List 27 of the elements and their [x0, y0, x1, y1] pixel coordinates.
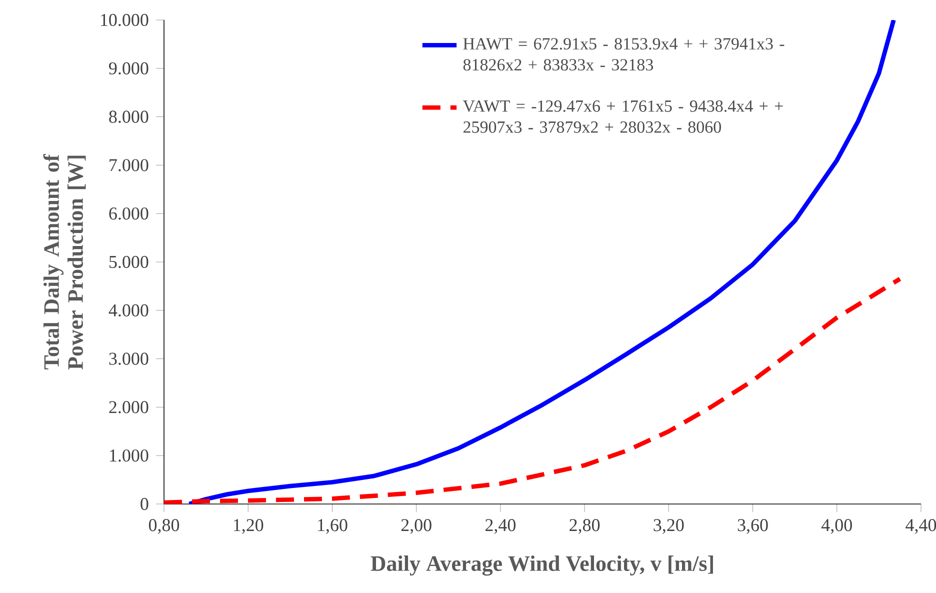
y-tick-label: 6.000 [109, 207, 148, 220]
y-tick-label: 9.000 [109, 62, 148, 74]
legend-label: HAWT = 672.91x5 - 8153.9x4 + + 37941x3 - 81826x2 + 83833x - 32183 [463, 38, 784, 71]
x-tick-label: 0,80 [148, 519, 180, 534]
x-tick-label: 2,40 [485, 519, 516, 534]
y-tick-label: 3.000 [109, 352, 148, 365]
y-tick-label: 1.000 [110, 449, 148, 462]
y-tick-label: 10.000 [101, 14, 148, 26]
x-tick-label: 1,20 [234, 519, 264, 534]
y-tick-label: 5.000 [109, 256, 148, 268]
x-tick-label: 4,40 [906, 519, 936, 534]
line-series [164, 276, 902, 504]
x-axis-title: Daily Average Wind Velocity, v [m/s] [370, 556, 713, 576]
y-axis-title: Total Daily Amount of Power Production [W] [43, 154, 86, 370]
line-series [187, 20, 896, 504]
x-tick-label: 2,00 [401, 519, 432, 534]
x-tick-label: 3,20 [654, 519, 684, 534]
y-tick-label: 7.000 [110, 159, 148, 172]
x-tick-label: 3,60 [738, 519, 768, 534]
y-tick-label: 4.000 [108, 304, 148, 316]
x-tick-label: 2,80 [570, 519, 600, 534]
y-tick-label: 8.000 [109, 110, 148, 123]
x-tick-label: 1,60 [318, 519, 348, 534]
legend-label: VAWT = -129.47x6 + 1761x5 - 9438.4x4 + + 25907x3 - 37879x2 + 28032x - 8060 [462, 100, 783, 133]
y-tick-label: 0 [140, 498, 148, 510]
y-tick-label: 2.000 [109, 401, 148, 414]
x-tick-label: 4,00 [821, 519, 852, 534]
